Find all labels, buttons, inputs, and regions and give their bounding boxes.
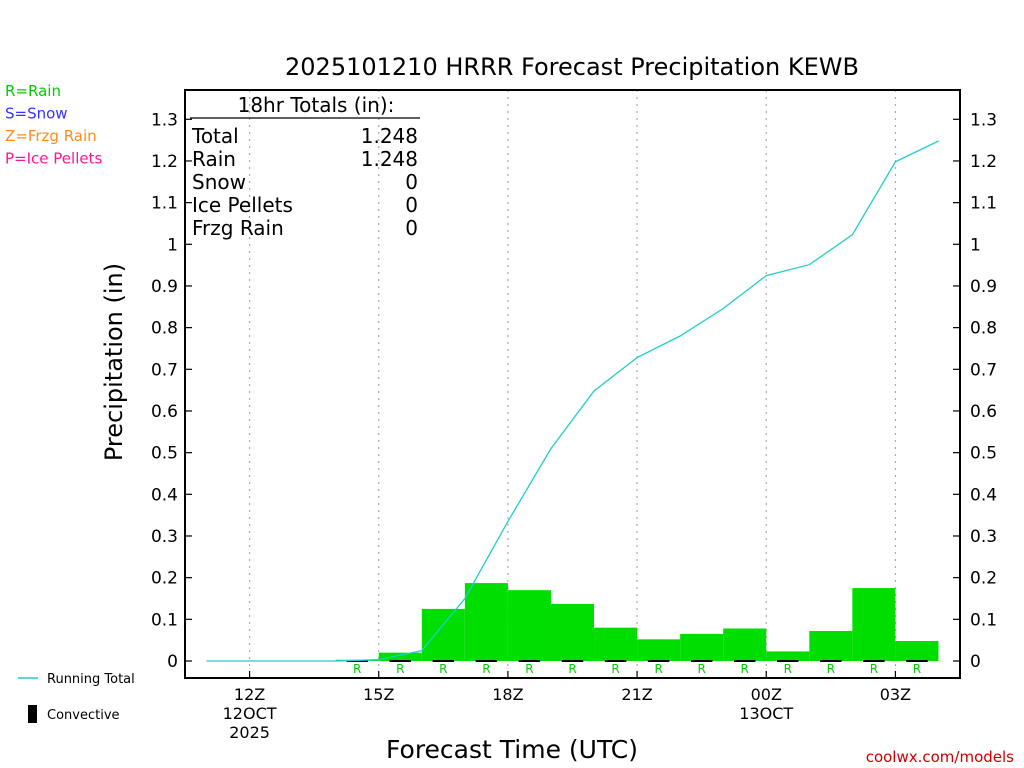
y-tick-label-left: 0.3 [151,527,178,547]
rain-bar [550,603,595,661]
rain-bar [421,608,465,661]
totals-row-value: 0 [405,216,418,240]
y-tick-label-right: 0.9 [970,277,997,297]
y-tick-label-right: 0.1 [970,610,997,630]
totals-row-label: Total [191,124,239,148]
rain-bar [895,640,939,661]
y-tick-label-left: 0.9 [151,277,178,297]
rain-bar [852,588,896,661]
precip-type-label: R [611,662,619,676]
x-tick-label: 15Z [363,685,394,704]
x-tick-label: 00Z [751,685,782,704]
y-axis-label: Precipitation (in) [100,263,128,461]
totals-header: 18hr Totals (in): [238,93,395,117]
totals-row-value: 1.248 [361,124,418,148]
y-axis-right: 0 0.1 0.2 0.3 0.4 0.5 0.6 0.7 0.8 0.9 1 1.1 1.2 1.3 [953,110,997,672]
rain-bar [680,633,724,661]
y-tick-label-left: 0.8 [151,319,178,339]
y-tick-label-left: 1.1 [151,194,178,214]
y-tick-label-left: 0.2 [151,569,178,589]
rain-bar [809,630,853,661]
precip-type-label: R [482,662,490,676]
running-total-line [206,140,939,662]
y-tick-label-right: 0.6 [970,402,997,422]
y-tick-label-right: 0.5 [970,444,997,464]
totals-row-value: 1.248 [361,147,418,171]
y-tick-label-right: 1.3 [970,110,997,130]
precip-type-label: R [654,662,662,676]
y-tick-label-right: 1 [970,235,981,255]
bar-series [335,583,939,662]
rain-bar [766,651,810,661]
precip-type-label: R [568,662,576,676]
y-tick-label-right: 0.8 [970,319,997,339]
precip-type-label: R [697,662,705,676]
convective-legend-swatch [28,705,37,723]
precip-type-label: R [784,662,792,676]
precip-type-label: R [353,662,361,676]
x-tick-label: 18Z [492,685,523,704]
chart-title: 2025101210 HRRR Forecast Precipitation K… [285,53,859,81]
rain-bar [378,652,422,661]
y-tick-label-right: 1.1 [970,194,997,214]
y-tick-label-right: 0.7 [970,360,997,380]
rain-bar [637,639,681,661]
y-tick-label-left: 0.4 [151,485,178,505]
precip-type-legend-item: Z=Frzg Rain [5,127,97,145]
y-tick-label-left: 0.1 [151,610,178,630]
totals-row-label: Rain [192,147,236,171]
y-tick-label-left: 0 [167,652,178,672]
precip-type-label: R [525,662,533,676]
precip-type-label: R [741,662,749,676]
x-axis-label: Forecast Time (UTC) [386,735,638,764]
y-tick-label-left: 0.6 [151,402,178,422]
rain-bar [507,590,551,661]
x-tick-label: 12OCT [223,704,277,723]
y-tick-label-right: 0 [970,652,981,672]
rain-bar [723,628,767,661]
y-tick-label-left: 1.2 [151,152,178,172]
credit-text: coolwx.com/models [866,748,1014,766]
precip-type-legend-item: P=Ice Pellets [5,150,102,168]
totals-row-value: 0 [405,193,418,217]
precip-type-label: R [913,662,921,676]
precip-type-legend-item: R=Rain [5,82,61,100]
totals-row-value: 0 [405,170,418,194]
y-tick-label-left: 1.3 [151,110,178,130]
precip-type-label: R [439,662,447,676]
y-tick-label-right: 0.4 [970,485,997,505]
precip-type-legend-item: S=Snow [5,105,68,123]
y-axis-left: 0 0.1 0.2 0.3 0.4 0.5 0.6 0.7 0.8 0.9 1 1.1 1.2 1.3 [151,110,192,672]
x-tick-label: 03Z [880,685,911,704]
precip-type-label: R [827,662,835,676]
series-legend-label: Running Total [47,672,135,687]
x-tick-label: 12Z [234,685,265,704]
grid-lines [248,90,897,678]
totals-row-label: Ice Pellets [192,193,293,217]
y-tick-label-right: 0.2 [970,569,997,589]
rain-bar [594,627,638,661]
plot-frame [184,89,961,679]
totals-table: 18hr Totals (in): Total 1.248 Rain 1.248 Snow… [190,93,420,240]
precip-type-label: R [396,662,404,676]
series-legend-label: Convective [47,708,120,723]
series-legend: Running Total Convective [18,672,135,723]
y-tick-label-left: 0.5 [151,444,178,464]
y-tick-label-left: 1 [167,235,178,255]
x-tick-label: 13OCT [739,704,793,723]
y-tick-label-right: 1.2 [970,152,997,172]
precip-type-label: R [870,662,878,676]
x-tick-label: 2025 [229,723,270,742]
x-tick-label: 21Z [621,685,652,704]
precip-type-legend: R=Rain S=Snow Z=Frzg Rain P=Ice Pellets [5,82,102,168]
totals-row-label: Frzg Rain [192,216,284,240]
y-tick-label-left: 0.7 [151,360,178,380]
totals-row-label: Snow [192,170,246,194]
y-tick-label-right: 0.3 [970,527,997,547]
rain-bar [464,583,508,661]
